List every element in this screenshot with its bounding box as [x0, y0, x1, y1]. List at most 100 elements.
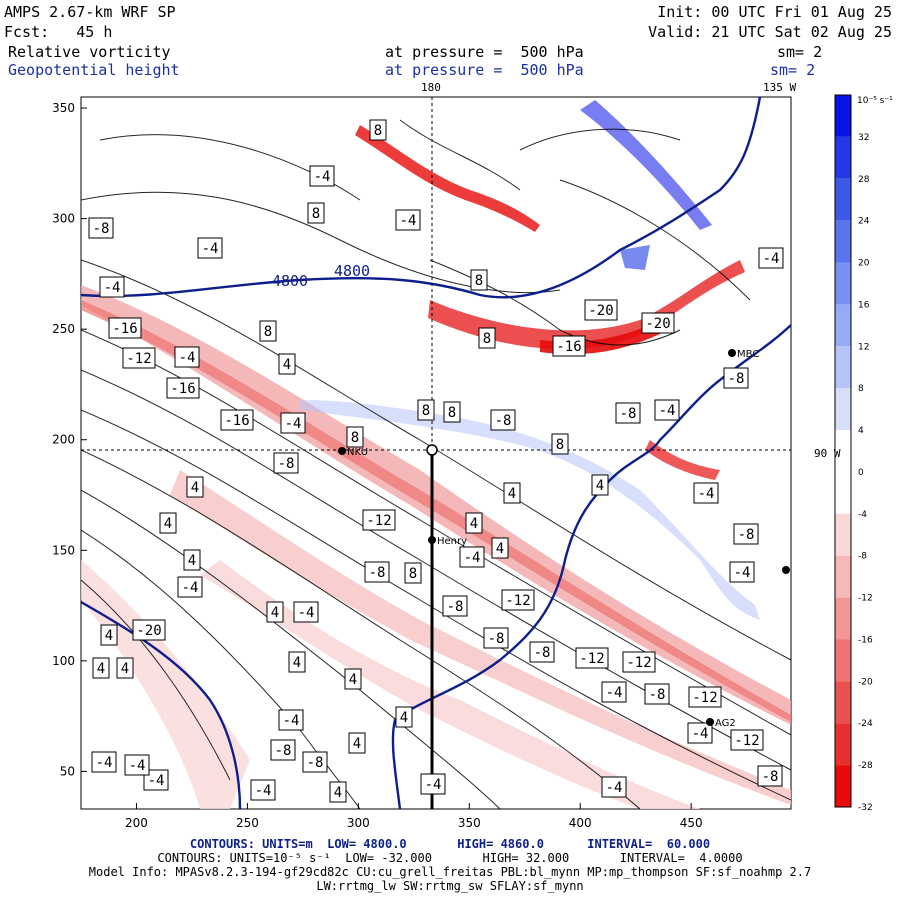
- vorticity-contour-label: 8: [346, 426, 364, 448]
- vorticity-contour-label: 4: [344, 668, 362, 690]
- vorticity-contour-label: 4: [183, 549, 201, 571]
- x-tick-label: 250: [236, 816, 259, 830]
- colorbar-swatch: [835, 136, 851, 179]
- svg-text:-8: -8: [762, 769, 779, 785]
- svg-text:-4: -4: [400, 213, 417, 229]
- y-tick-label: 300: [52, 212, 75, 226]
- vorticity-contour-label: 8: [259, 320, 277, 342]
- vorticity-contour-label: -4: [177, 576, 203, 598]
- vorticity-contour-label: -4: [309, 165, 335, 187]
- vorticity-contour-label: 4: [266, 601, 284, 623]
- x-tick-label: 400: [569, 816, 592, 830]
- svg-text:-8: -8: [738, 527, 755, 543]
- svg-text:-4: -4: [763, 251, 780, 267]
- svg-text:8: 8: [556, 437, 564, 453]
- vorticity-band-south2: [200, 560, 700, 809]
- vorticity-contour-label: 8: [404, 562, 422, 584]
- svg-text:-8: -8: [495, 413, 512, 429]
- colorbar-label: -4: [858, 510, 867, 520]
- vorticity-band-blue: [580, 100, 712, 230]
- svg-text:-8: -8: [447, 599, 464, 615]
- vorticity-contour-label: -16: [220, 409, 254, 431]
- svg-text:4: 4: [164, 516, 172, 532]
- svg-text:-20: -20: [136, 623, 161, 639]
- lon-label-90w: 90 W: [814, 447, 841, 460]
- svg-text:-8: -8: [649, 687, 666, 703]
- vorticity-contour-label: -16: [166, 377, 200, 399]
- svg-text:-8: -8: [620, 406, 637, 422]
- colorbar-label: -32: [858, 803, 873, 813]
- svg-text:-4: -4: [606, 780, 623, 796]
- colorbar-swatch: [835, 639, 851, 682]
- vorticity-contour-label: -12: [362, 509, 396, 531]
- svg-text:-4: -4: [298, 605, 315, 621]
- x-tick-label: 350: [458, 816, 481, 830]
- svg-text:-4: -4: [283, 713, 300, 729]
- svg-text:-8: -8: [488, 631, 505, 647]
- svg-text:4: 4: [97, 661, 105, 677]
- colorbar-label: 12: [858, 342, 869, 352]
- colorbar-swatch: [835, 220, 851, 263]
- svg-text:4: 4: [188, 553, 196, 569]
- field2-smoothing: sm= 2: [770, 61, 816, 79]
- vorticity-contour-label: -8: [270, 739, 296, 761]
- vorticity-contour-label: -8: [273, 452, 299, 474]
- svg-text:-16: -16: [224, 413, 249, 429]
- colorbar-swatch: [835, 765, 851, 807]
- svg-text:4: 4: [353, 736, 361, 752]
- field1-smoothing: sm= 2: [777, 43, 823, 61]
- vorticity-contour-label: -8: [615, 402, 641, 424]
- svg-text:-12: -12: [505, 593, 530, 609]
- svg-text:-4: -4: [179, 350, 196, 366]
- svg-text:-4: -4: [148, 773, 165, 789]
- colorbar-label: -28: [858, 761, 873, 771]
- svg-text:-4: -4: [104, 280, 121, 296]
- svg-text:8: 8: [422, 403, 430, 419]
- svg-text:-4: -4: [734, 565, 751, 581]
- vorticity-contour-label: -12: [575, 647, 609, 669]
- y-tick-label: 350: [52, 101, 75, 115]
- vorticity-contour-label: 4: [288, 651, 306, 673]
- vorticity-contour-label: -8: [442, 595, 468, 617]
- vorticity-band-core: [81, 300, 791, 722]
- vorticity-contour-label: -4: [459, 546, 485, 568]
- svg-text:4: 4: [470, 516, 478, 532]
- init-time: Init: 00 UTC Fri 01 Aug 25: [657, 3, 892, 21]
- colorbar-swatch: [835, 388, 851, 431]
- station-label: AG2: [715, 718, 736, 729]
- field2-name: Geopotential height: [8, 61, 180, 79]
- svg-text:-8: -8: [93, 221, 110, 237]
- colorbar-label: 28: [858, 175, 870, 185]
- svg-text:8: 8: [475, 273, 483, 289]
- y-tick-label: 100: [52, 654, 75, 668]
- vorticity-band-positive: [300, 400, 760, 620]
- vorticity-contour-label: 4: [329, 781, 347, 803]
- vorticity-contour-label: -8: [302, 751, 328, 773]
- svg-text:-12: -12: [366, 513, 391, 529]
- vorticity-contour-label: 4: [395, 706, 413, 728]
- vorticity-contour-label: -8: [88, 217, 114, 239]
- vorticity-contour-label: -4: [654, 399, 680, 421]
- colorbar-label: -24: [858, 719, 873, 729]
- vorticity-contour-label: -4: [124, 754, 150, 776]
- vorticity-contour-label: 4: [348, 732, 366, 754]
- svg-text:4: 4: [334, 785, 342, 801]
- svg-text:-8: -8: [728, 371, 745, 387]
- vorticity-band-north: [428, 260, 745, 350]
- vorticity-contour-label: -4: [174, 346, 200, 368]
- lon-label-135w: 135 W: [763, 81, 797, 94]
- svg-text:-8: -8: [275, 743, 292, 759]
- footer-height-contours: CONTOURS: UNITS=m LOW= 4800.0 HIGH= 4860…: [189, 837, 711, 851]
- svg-text:-4: -4: [182, 580, 199, 596]
- station-marker: [782, 566, 790, 574]
- x-tick-label: 200: [125, 816, 148, 830]
- vorticity-contour-label: -16: [552, 335, 586, 357]
- svg-text:4: 4: [105, 628, 113, 644]
- svg-text:-16: -16: [112, 321, 137, 337]
- vorticity-contour-label: -12: [501, 589, 535, 611]
- vorticity-contour-label: 8: [443, 401, 461, 423]
- station-label: NKU: [347, 447, 368, 458]
- vorticity-contour-label: -20: [641, 312, 675, 334]
- svg-text:4: 4: [496, 541, 504, 557]
- colorbar-label: -20: [858, 677, 873, 687]
